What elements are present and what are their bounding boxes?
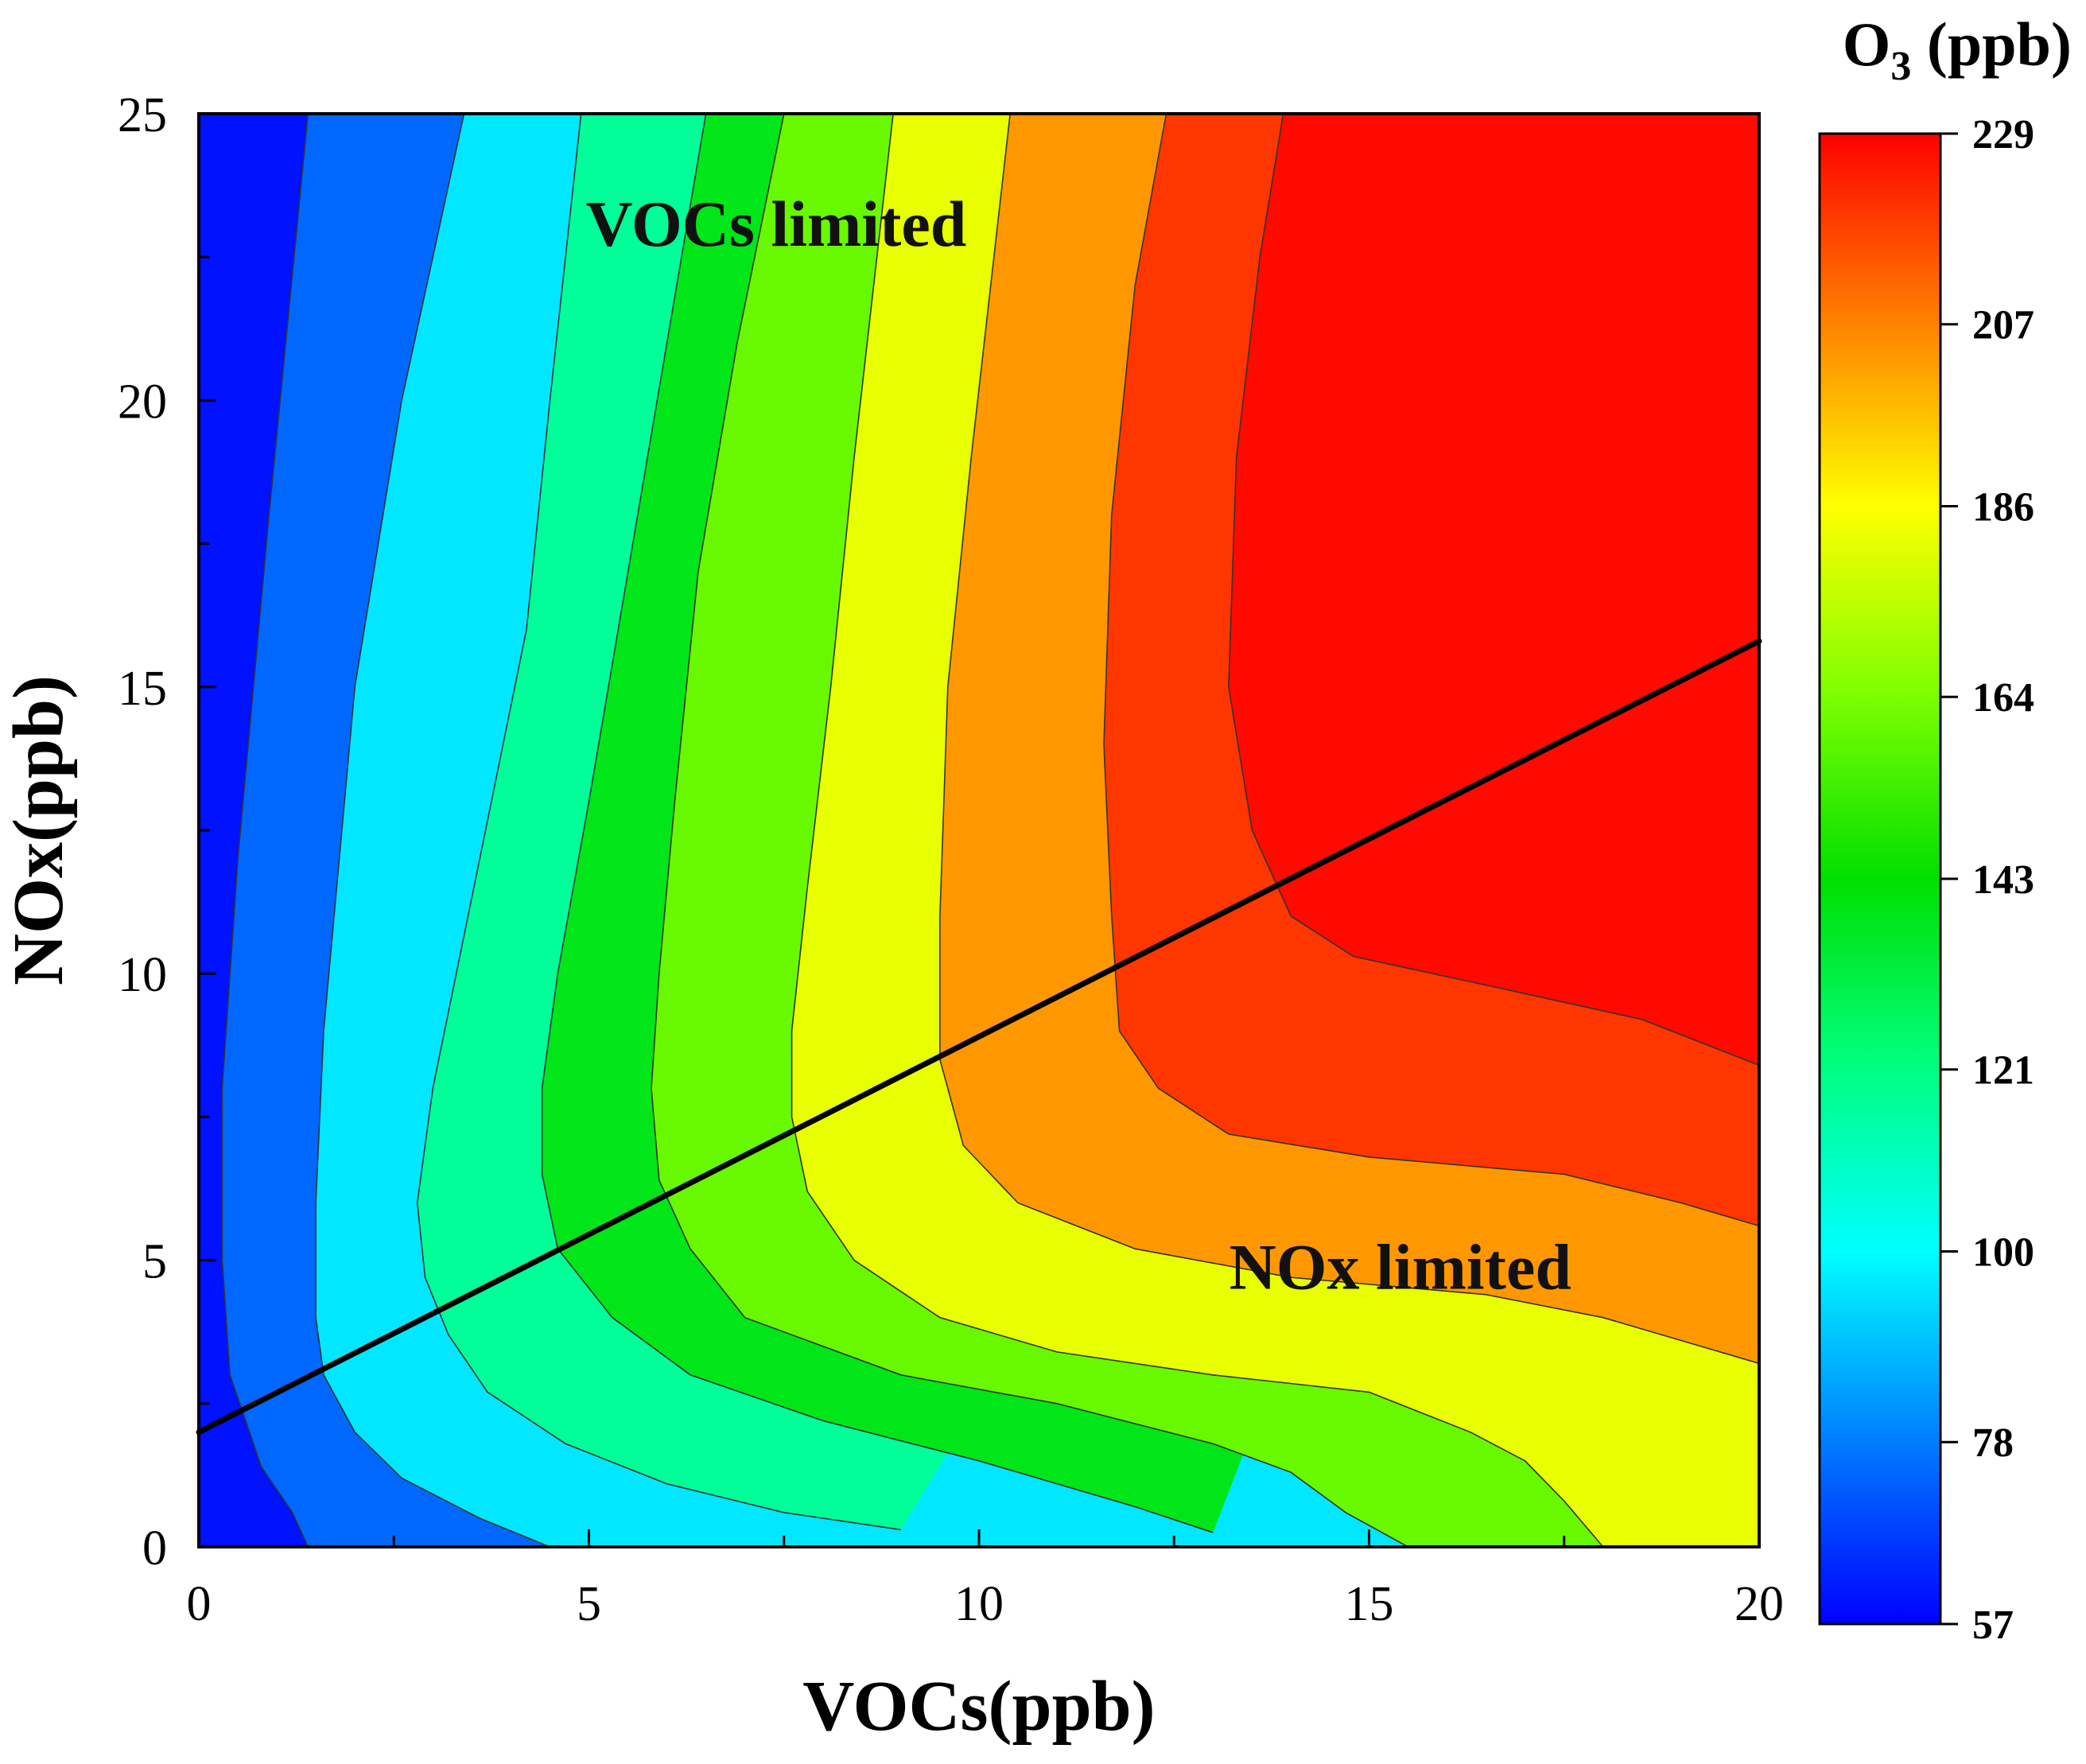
y-tick-label: 15 <box>118 662 167 716</box>
contour-128 <box>541 114 1214 1533</box>
y-tick-label: 0 <box>142 1521 167 1576</box>
colorbar-title-unit: (ppb) <box>1911 10 2072 79</box>
y-tick-label: 25 <box>118 88 167 142</box>
colorbar-tick-label: 207 <box>1972 303 2034 348</box>
contour-107 <box>416 114 902 1531</box>
colorbar-title: O3 (ppb) <box>1843 10 2072 89</box>
x-tick-label: 5 <box>577 1577 601 1631</box>
colorbar-title-subscript: 3 <box>1890 44 1911 89</box>
contour-85 <box>315 114 550 1547</box>
colorbar-tick-label: 78 <box>1972 1420 2014 1466</box>
x-tick-label: 0 <box>187 1577 212 1631</box>
annotation-vocs-limited: VOCs limited <box>585 188 966 260</box>
colorbar-tick-label: 100 <box>1972 1230 2034 1276</box>
colorbar-tick-label: 57 <box>1972 1603 2014 1648</box>
x-tick-label: 20 <box>1734 1577 1784 1631</box>
y-tick-label: 5 <box>142 1235 167 1289</box>
contour-171 <box>791 114 1604 1547</box>
colorbar-tick-label: 164 <box>1972 675 2034 721</box>
contour-226 <box>1228 114 1759 1067</box>
colorbar-title-main: O <box>1843 10 1891 79</box>
colorbar-tick-label: 121 <box>1972 1048 2034 1094</box>
colorbar-tick-label: 229 <box>1972 112 2034 157</box>
annotation-nox-limited: NOx limited <box>1229 1231 1571 1304</box>
y-axis-ticks: 0 5 10 15 20 25 <box>118 88 216 1576</box>
colorbar-tick-label: 186 <box>1972 485 2034 530</box>
x-tick-label: 10 <box>954 1577 1004 1631</box>
x-axis-ticks: 0 5 10 15 20 <box>187 1529 1784 1631</box>
contour-150 <box>651 114 1408 1547</box>
contour-193 <box>939 114 1759 1365</box>
colorbar: 57 78 100 121 143 164 186 207 229 O3 (ppb) <box>1818 10 2072 1648</box>
band-226 <box>1228 114 1759 1066</box>
plot-area: 0 5 10 15 20 0 5 10 15 20 25 <box>118 88 1784 1631</box>
regime-ridge-line <box>196 638 1762 1436</box>
x-tick-label: 15 <box>1345 1577 1394 1631</box>
colorbar-ticks: 57 78 100 121 143 164 186 207 229 <box>1940 112 2034 1648</box>
contour-214 <box>1103 114 1759 1227</box>
y-axis-title: NOx(ppb) <box>0 675 78 985</box>
contour-64 <box>221 114 309 1547</box>
colorbar-tick-label: 143 <box>1972 857 2034 903</box>
colorbar-gradient <box>1818 132 1942 1626</box>
y-tick-label: 20 <box>118 375 167 429</box>
contour-lines <box>221 114 1759 1547</box>
x-axis-title: VOCs(ppb) <box>802 1667 1155 1746</box>
y-tick-label: 10 <box>118 948 167 1002</box>
ozone-concentration-bands <box>199 114 1759 1547</box>
